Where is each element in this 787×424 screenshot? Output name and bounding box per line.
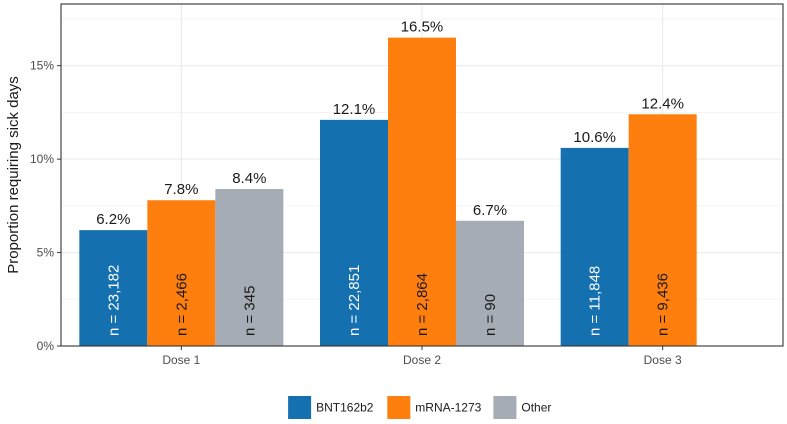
y-tick-label: 0% — [37, 339, 55, 353]
x-tick-label: Dose 2 — [403, 353, 441, 367]
y-tick-label: 10% — [30, 152, 54, 166]
value-label: 12.4% — [641, 95, 684, 112]
legend-label: BNT162b2 — [316, 401, 374, 415]
x-tick-label: Dose 3 — [644, 353, 682, 367]
x-tick-label: Dose 1 — [162, 353, 200, 367]
bar-mrna-1273 — [147, 200, 216, 346]
sample-size-label: n = 2,466 — [173, 273, 190, 336]
legend-swatch-mrna-1273 — [387, 396, 411, 419]
value-label: 8.4% — [232, 170, 266, 187]
sample-size-label: n = 345 — [241, 286, 258, 336]
sample-size-label: n = 90 — [482, 294, 499, 336]
value-label: 12.1% — [333, 101, 376, 118]
sample-size-label: n = 9,436 — [655, 273, 672, 336]
sample-size-label: n = 11,848 — [587, 266, 604, 336]
value-label: 6.2% — [96, 211, 130, 228]
bars: 6.2% n = 23,182 7.8% n = 2,466 8.4% n = 345 12… — [79, 19, 697, 346]
y-axis: 0% 5% 10% 15% — [30, 59, 61, 353]
sample-size-label: n = 22,851 — [346, 265, 363, 336]
bar-bnt162b2 — [560, 147, 629, 346]
y-tick-label: 15% — [30, 59, 54, 73]
value-label: 10.6% — [573, 129, 616, 146]
y-tick-label: 5% — [37, 246, 55, 260]
sample-size-label: n = 23,182 — [105, 265, 122, 336]
sample-size-label: n = 2,864 — [414, 273, 431, 336]
y-axis-label: Proportion requiring sick days — [5, 76, 22, 274]
bar-bnt162b2 — [79, 230, 148, 346]
legend-label: Other — [521, 401, 551, 415]
bar-bnt162b2 — [320, 119, 388, 346]
legend-swatch-bnt162b2 — [288, 396, 312, 419]
bar-other — [456, 220, 524, 346]
legend-label: mRNA-1273 — [415, 401, 481, 415]
value-label: 16.5% — [401, 19, 444, 36]
value-label: 6.7% — [473, 202, 507, 219]
bar-mrna-1273 — [628, 114, 697, 346]
legend: BNT162b2 mRNA-1273 Other — [288, 396, 551, 419]
bar-other — [215, 189, 284, 346]
x-axis: Dose 1 Dose 2 Dose 3 — [162, 346, 682, 367]
value-label: 7.8% — [164, 181, 198, 198]
legend-swatch-other — [493, 396, 517, 419]
bar-mrna-1273 — [388, 37, 456, 346]
